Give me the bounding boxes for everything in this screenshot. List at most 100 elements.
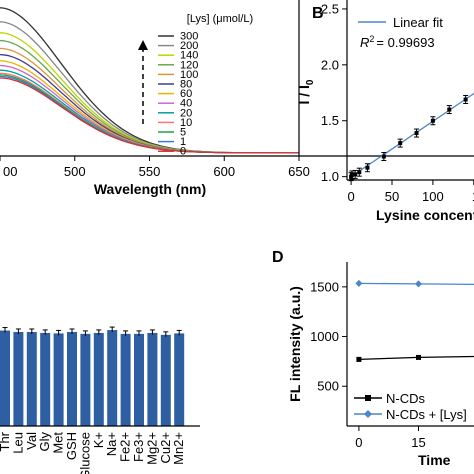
panel-c-bar-Mn2+ <box>174 333 185 426</box>
panel-a-lines <box>0 7 299 154</box>
panel-c-x-tick-label: Thr <box>0 431 12 451</box>
panel-c-x-tick-label: Leu <box>10 432 25 454</box>
panel-c-x-tick-label: Na+ <box>104 432 119 456</box>
panel-b-x-tick-label: 15 <box>472 189 474 204</box>
panel-b-point <box>414 131 419 136</box>
panel-b-point <box>447 107 452 112</box>
panel-c-bar-Cu2+ <box>160 334 171 426</box>
panel-c: ThrLeuValGlyMetGSHGlucoseK+Na+Fe2+Fe3+Mg… <box>0 326 200 474</box>
panel-a-series-0 <box>0 77 299 154</box>
panel-c-bars <box>0 326 185 426</box>
panel-c-bar-GSH <box>67 331 77 426</box>
panel-d-x-tick-label: 0 <box>355 435 362 450</box>
panel-a-legend-label: 40 <box>180 98 192 110</box>
panel-c-x-tick-label: Cu2+ <box>158 432 173 463</box>
panel-d-legend-label-1: N-CDs <box>386 391 425 406</box>
panel-a-legend-label: 1 <box>180 136 186 148</box>
panel-c-bar-Thr <box>0 330 10 426</box>
panel-d-series <box>355 279 474 362</box>
panel-c-bar-Mg2+ <box>147 332 158 426</box>
panel-c-bar-Gly <box>40 332 51 426</box>
panel-b-y-tick-label: 2.0 <box>321 57 339 72</box>
panel-a-x-tick-label: 500 <box>64 164 86 179</box>
panel-b-x-label: Lysine concent <box>376 207 474 223</box>
panel-d-y-tick-label: 1500 <box>310 279 339 294</box>
panel-b-y-tick-label: 2.5 <box>321 1 339 16</box>
panel-b-legend-label: Linear fit <box>393 15 443 30</box>
panel-c-bar-Glucose <box>80 333 91 426</box>
panel-a-legend-label: 140 <box>180 50 198 62</box>
panel-d-legend: N-CDs N-CDs + [Lys] <box>354 391 467 422</box>
panel-a: 00 500 550 600 650 Wavelength (nm) [Lys] (μm… <box>0 0 474 197</box>
panel-b: B 1.0 1.5 2.0 2.5 0 50 100 15 I / I0 Lysine co… <box>296 0 474 223</box>
panel-b-point <box>430 118 435 123</box>
panel-c-x-tick-label: Fe2+ <box>118 432 133 462</box>
panel-d-letter: D <box>272 249 284 266</box>
panel-c-x-tick-label: K+ <box>91 432 106 448</box>
panel-b-point <box>349 172 354 177</box>
panel-b-point <box>365 165 370 170</box>
panel-c-bar-Fe2+ <box>120 333 131 426</box>
panel-a-legend-arrow <box>138 40 148 124</box>
panel-c-bar-Val <box>26 331 37 426</box>
panel-d-point <box>355 279 363 287</box>
panel-a-series-80 <box>0 53 299 154</box>
panel-b-y-label: I / I0 <box>296 79 316 104</box>
panel-b-point <box>463 97 468 102</box>
panel-a-series-1 <box>0 75 299 154</box>
panel-a-x-ticks: 00 500 550 600 650 <box>0 156 310 179</box>
panel-b-x-tick-label: 50 <box>385 189 399 204</box>
panel-a-legend-label: 0 <box>180 146 186 158</box>
panel-a-legend-label: 100 <box>180 69 198 81</box>
panel-b-x-ticks: 0 50 100 15 <box>347 180 474 204</box>
panel-b-point <box>353 172 358 177</box>
panel-a-series-300 <box>0 7 299 154</box>
panel-b-point <box>398 141 403 146</box>
panel-d-x-ticks: 0153 <box>355 426 426 450</box>
panel-d-x-tick-label: 15 <box>411 435 425 450</box>
panel-c-x-tick-label: Fe3+ <box>131 432 146 462</box>
panel-a-legend-label: 10 <box>180 117 192 129</box>
panel-d-legend-label-2: N-CDs + [Lys] <box>386 407 467 422</box>
panel-d-point <box>416 354 421 360</box>
panel-b-r2: R2 = 0.99693 <box>360 34 435 50</box>
panel-a-legend-label: 200 <box>180 40 198 52</box>
panel-c-x-tick-label: Gly <box>37 432 52 452</box>
panel-b-x-tick-label: 100 <box>422 189 444 204</box>
panel-d-y-tick-label: 500 <box>317 379 339 394</box>
panel-c-bar-Met <box>53 333 64 426</box>
panel-c-x-tick-label: Met <box>51 432 66 454</box>
panel-b-y-tick-label: 1.5 <box>321 113 339 128</box>
panel-b-y-ticks: 1.0 1.5 2.0 2.5 <box>321 1 347 184</box>
panel-c-x-tick-label: Mn2+ <box>171 432 186 465</box>
panel-d-y-ticks: 500 1000 1500 <box>310 279 347 394</box>
panel-d-point <box>415 280 422 288</box>
panel-a-legend-label: 120 <box>180 59 198 71</box>
panel-b-points <box>348 95 469 182</box>
panel-c-x-ticks: ThrLeuValGlyMetGSHGlucoseK+Na+Fe2+Fe3+Mg… <box>0 431 186 474</box>
panel-b-point <box>381 154 386 159</box>
panel-a-legend-label: 20 <box>180 107 192 119</box>
panel-d-y-tick-label: 1000 <box>310 329 339 344</box>
panel-a-series-120 <box>0 39 299 154</box>
panel-a-legend-label: 80 <box>180 79 192 91</box>
panel-b-point <box>357 170 362 175</box>
panel-a-series-10 <box>0 72 299 154</box>
panel-d-x-label: Time <box>418 452 451 468</box>
panel-c-x-tick-label: Glucose <box>77 432 92 474</box>
panel-a-x-label: Wavelength (nm) <box>94 181 206 197</box>
panel-a-x-tick-label: 650 <box>288 164 310 179</box>
panel-c-x-tick-label: Mg2+ <box>144 432 159 465</box>
panel-d-y-label: FL intensity (a.u.) <box>287 286 303 402</box>
panel-c-x-tick-label: GSH <box>64 432 79 460</box>
panel-c-x-tick-label: Val <box>24 432 39 450</box>
panel-b-letter: B <box>312 5 324 22</box>
panel-c-bar-Leu <box>13 331 24 426</box>
panel-a-legend-label: 300 <box>180 31 198 43</box>
panel-a-x-tick-label: 600 <box>213 164 235 179</box>
panel-c-bar-Fe3+ <box>134 333 144 426</box>
panel-a-x-tick-label: 00 <box>3 164 17 179</box>
